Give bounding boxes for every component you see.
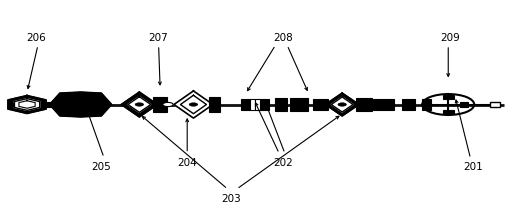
Bar [443,95,454,99]
Polygon shape [180,95,206,114]
Polygon shape [8,96,46,113]
Circle shape [163,102,173,107]
Polygon shape [174,91,213,118]
Polygon shape [121,92,158,117]
Bar [46,102,51,107]
Bar [153,97,167,112]
Bar [373,99,394,110]
Bar [250,99,255,110]
Polygon shape [15,99,40,110]
Circle shape [338,103,346,106]
Bar [275,98,287,111]
Text: 205: 205 [92,162,111,172]
Bar [443,110,454,114]
Polygon shape [326,93,359,116]
Polygon shape [49,92,112,117]
Polygon shape [19,101,35,108]
Text: 209: 209 [440,33,460,43]
Bar [313,99,328,110]
Circle shape [189,103,198,106]
Bar [422,99,431,110]
Text: 206: 206 [27,33,46,43]
Text: 202: 202 [274,158,293,168]
Bar [259,99,269,110]
Polygon shape [128,97,151,112]
Bar [255,99,260,110]
Bar [241,99,250,110]
Bar [402,99,415,110]
Bar [209,97,220,112]
Circle shape [135,103,144,106]
Text: 204: 204 [177,158,197,168]
Text: 207: 207 [149,33,168,43]
Bar [460,102,468,107]
Text: 208: 208 [274,33,293,43]
Bar [490,102,500,107]
Text: 203: 203 [222,194,241,204]
Bar [356,98,372,111]
Bar [290,98,308,111]
Bar [9,103,14,106]
Polygon shape [331,97,353,112]
Text: 201: 201 [463,162,483,172]
